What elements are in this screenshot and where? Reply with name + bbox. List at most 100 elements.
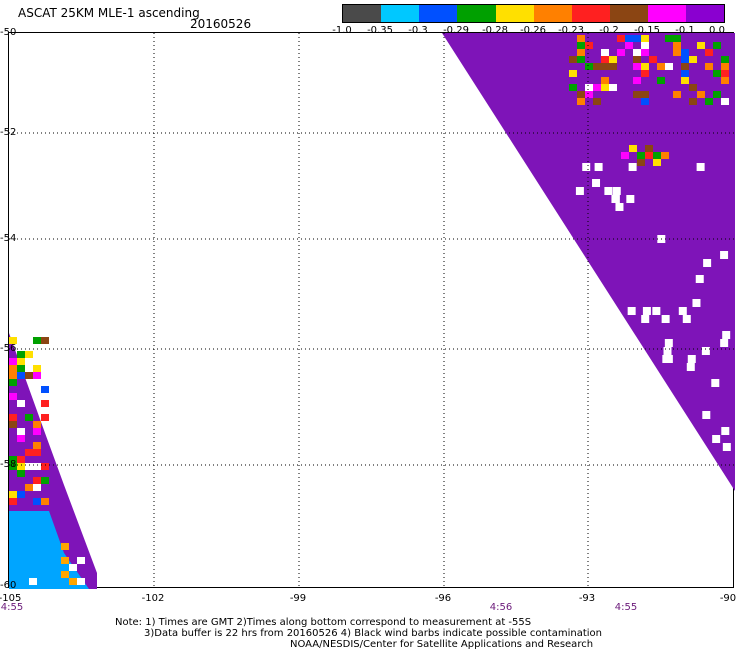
swath-pixel xyxy=(673,35,681,42)
lon-label: -96 xyxy=(434,593,452,604)
swath-pixel xyxy=(17,463,25,470)
swath-gap xyxy=(721,427,730,435)
swath-pixel xyxy=(569,56,577,63)
swath-pixel xyxy=(17,435,25,442)
swath-pixel xyxy=(641,42,649,49)
swath-pixel xyxy=(577,35,585,42)
lat-label: -54 xyxy=(0,233,17,244)
swath-pixel xyxy=(705,63,713,70)
swath-pixel xyxy=(585,42,593,49)
swath-pixel xyxy=(9,372,17,379)
swath-pixel xyxy=(25,449,33,456)
colorbar-label: -0.26 xyxy=(520,25,546,36)
colorbar-label: -0.23 xyxy=(558,25,584,36)
swath-gap xyxy=(720,251,729,259)
swath-pixel xyxy=(721,56,729,63)
swath-pixel xyxy=(33,421,41,428)
swath-pixel xyxy=(17,365,25,372)
swath-gap xyxy=(712,435,721,443)
swath-pixel xyxy=(69,564,77,571)
swath-pixel xyxy=(713,91,721,98)
swath-gap xyxy=(722,443,731,451)
swath-pixel xyxy=(77,578,85,585)
colorbar-segment-9 xyxy=(686,5,725,22)
swath-pixel xyxy=(673,42,681,49)
swath-map xyxy=(9,33,735,589)
swath-pixel xyxy=(689,84,697,91)
swath-pixel xyxy=(681,70,689,77)
time-label: 4:55 xyxy=(614,602,638,613)
swath-pixel xyxy=(633,56,641,63)
colorbar-label: -0.15 xyxy=(634,25,660,36)
swath-pixel xyxy=(9,414,17,421)
swath-gap xyxy=(722,331,731,339)
swath-pixel xyxy=(61,571,69,578)
swath-pixel xyxy=(681,63,689,70)
swath-pixel xyxy=(633,77,641,84)
swath-pixel xyxy=(17,351,25,358)
swath-gap xyxy=(720,339,729,347)
swath-gap xyxy=(582,163,591,171)
swath-pixel xyxy=(9,421,17,428)
swath-pixel xyxy=(585,84,593,91)
swath-pixel xyxy=(9,491,17,498)
swath-gap xyxy=(664,339,673,347)
swath-pixel xyxy=(9,379,17,386)
swath-pixel xyxy=(25,484,33,491)
swath-pixel xyxy=(9,393,17,400)
swath-pixel xyxy=(609,84,617,91)
swath-pixel xyxy=(41,400,49,407)
swath-pixel xyxy=(721,98,729,105)
swath-pixel xyxy=(641,70,649,77)
swath-pixel xyxy=(673,49,681,56)
swath-pixel xyxy=(705,49,713,56)
swath-gap xyxy=(703,259,712,267)
swath-pixel xyxy=(617,49,625,56)
colorbar-segment-8 xyxy=(648,5,687,22)
swath-pixel xyxy=(601,56,609,63)
swath-gap xyxy=(626,195,635,203)
colorbar-segment-3 xyxy=(457,5,496,22)
swath-pixel xyxy=(9,365,17,372)
swath-pixel xyxy=(577,56,585,63)
note-line-3: NOAA/NESDIS/Center for Satellite Applica… xyxy=(290,639,594,650)
swath-pixel xyxy=(721,63,729,70)
swath-pixel xyxy=(689,98,697,105)
lon-label: -90 xyxy=(719,593,737,604)
swath-pixel xyxy=(569,70,577,77)
colorbar-segment-4 xyxy=(495,5,534,22)
swath-pixel xyxy=(569,84,577,91)
swath-pixel xyxy=(637,159,645,166)
swath-pixel xyxy=(665,63,673,70)
swath-pixel xyxy=(9,337,17,344)
lat-label: -58 xyxy=(0,459,17,470)
swath-pixel xyxy=(641,49,649,56)
swath-pixel xyxy=(41,414,49,421)
swath-gap xyxy=(696,163,705,171)
swath-gap xyxy=(611,195,620,203)
chart-date: 20160526 xyxy=(190,17,252,31)
swath-pixel xyxy=(69,578,77,585)
colorbar xyxy=(342,4,726,23)
swath-pixel xyxy=(649,56,657,63)
swath-pixel xyxy=(721,77,729,84)
lat-label: -56 xyxy=(0,343,17,354)
swath-pixel xyxy=(673,91,681,98)
colorbar-segment-2 xyxy=(419,5,458,22)
colorbar-label: -0.1 xyxy=(675,25,695,36)
swath-pixel xyxy=(697,42,705,49)
swath-pixel xyxy=(33,442,41,449)
swath-pixel xyxy=(689,56,697,63)
lon-label: -102 xyxy=(141,593,165,604)
colorbar-label: 0.0 xyxy=(709,25,725,36)
swath-gap xyxy=(686,363,695,371)
swath-gap xyxy=(682,315,691,323)
swath-pixel xyxy=(653,152,661,159)
swath-pixel xyxy=(9,463,17,470)
swath-pixel xyxy=(33,372,41,379)
lon-label: -105 xyxy=(0,593,22,604)
swath-pixel xyxy=(657,77,665,84)
swath-pixel xyxy=(41,463,49,470)
colorbar-label: -0.35 xyxy=(367,25,393,36)
swath-pixel xyxy=(681,56,689,63)
